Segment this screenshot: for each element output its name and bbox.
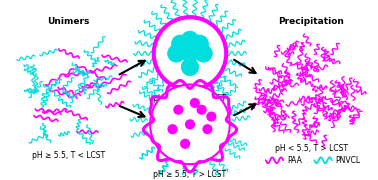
Circle shape bbox=[172, 35, 189, 52]
Text: PAA: PAA bbox=[287, 156, 302, 165]
Circle shape bbox=[186, 120, 194, 129]
Text: PNVCL: PNVCL bbox=[336, 156, 361, 165]
Circle shape bbox=[153, 17, 227, 90]
Circle shape bbox=[191, 35, 208, 52]
Circle shape bbox=[195, 45, 212, 62]
Circle shape bbox=[181, 139, 189, 148]
Circle shape bbox=[207, 112, 216, 121]
Circle shape bbox=[174, 105, 183, 114]
Circle shape bbox=[181, 31, 199, 49]
Circle shape bbox=[181, 45, 199, 62]
Text: pH ≥ 5.5, T < LCST: pH ≥ 5.5, T < LCST bbox=[32, 150, 105, 159]
Text: pH < 5.5, T < LCST: pH < 5.5, T < LCST bbox=[153, 94, 226, 103]
Circle shape bbox=[203, 125, 212, 134]
Circle shape bbox=[155, 19, 225, 88]
Circle shape bbox=[181, 58, 199, 76]
Circle shape bbox=[191, 99, 199, 107]
Circle shape bbox=[167, 45, 185, 62]
Text: Unimers: Unimers bbox=[47, 17, 90, 26]
Circle shape bbox=[151, 86, 229, 163]
Text: pH ≥ 5.5, T > LCST: pH ≥ 5.5, T > LCST bbox=[153, 170, 226, 179]
Circle shape bbox=[168, 125, 177, 134]
Text: pH < 5.5, T > LCST: pH < 5.5, T > LCST bbox=[275, 144, 348, 153]
Circle shape bbox=[197, 105, 206, 114]
Text: Precipitation: Precipitation bbox=[279, 17, 344, 26]
